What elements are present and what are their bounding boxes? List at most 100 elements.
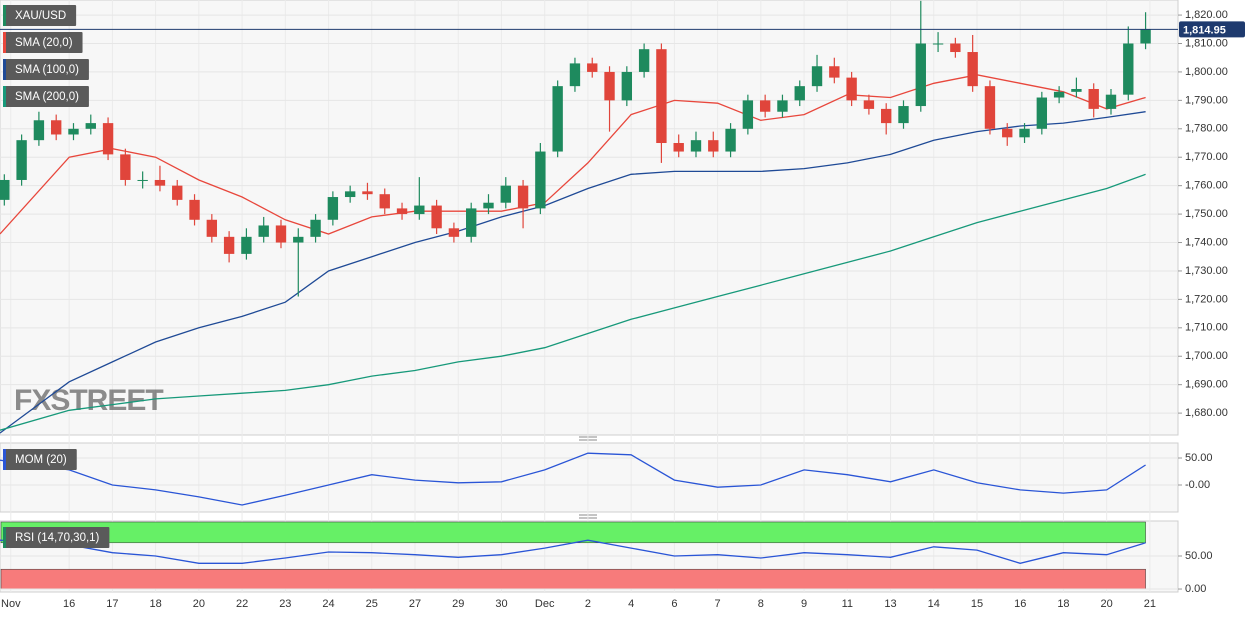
candle-body [310,219,321,237]
candle-body [344,191,356,198]
candle-body [1036,97,1048,129]
indicator-line [0,539,1146,564]
candle-body [396,208,408,215]
x-tick-label: Nov [1,598,21,610]
y-tick-label: 1,790.00 [1185,94,1228,106]
legend-swatch [3,86,6,107]
y-tick-label: -0.00 [1185,479,1210,491]
x-tick-label: 24 [322,598,334,610]
sma-line [0,173,1146,431]
legend-item[interactable]: RSI (14,70,30,1) [3,527,110,548]
candle-body [898,106,909,124]
legend-label: MOM (20) [15,454,67,466]
candle-body [172,185,183,200]
candle-body [742,100,754,129]
x-tick-label: 7 [715,598,721,610]
candle-body [569,63,581,87]
legend-swatch [3,59,6,80]
legend-label: SMA (100,0) [15,64,79,76]
y-tick-label: 1,720.00 [1185,293,1228,305]
candle-body [967,52,978,87]
candle-body [881,108,892,124]
candle-body [517,185,529,209]
legend-label: RSI (14,70,30,1) [15,532,100,544]
x-tick-label: 20 [1101,598,1113,610]
x-tick-label: 15 [971,598,983,610]
candle-body [1123,43,1134,95]
candle-body [863,100,875,109]
last-price-box [1179,21,1245,38]
x-tick-label: 23 [279,598,291,610]
sma-line [0,74,1146,235]
candle-body [984,86,996,129]
indicator-line [0,452,1146,506]
candle-body [794,86,805,101]
candle-body [777,100,788,112]
y-tick-label: 1,810.00 [1185,37,1228,49]
candle-body [500,185,511,203]
candle-body [1053,91,1065,98]
legend-item[interactable]: SMA (100,0) [3,59,89,80]
candle-body [1019,128,1030,138]
legend-label: SMA (200,0) [15,91,79,103]
candle-body [223,236,235,254]
candle-body [33,120,45,141]
y-tick-label: 1,750.00 [1185,208,1228,220]
x-tick-label: 18 [150,598,162,610]
y-tick-label: 1,800.00 [1185,66,1228,78]
candle-body [483,202,494,209]
candle-body [725,128,736,152]
candle-body [51,120,62,135]
candle-body [811,66,823,87]
candle-body [1071,88,1082,92]
x-tick-label: 11 [842,598,853,610]
candle-body [206,219,218,237]
y-tick-label: 1,710.00 [1185,322,1228,334]
legend-item[interactable]: MOM (20) [3,449,77,470]
legend-box [3,527,110,548]
legend-label: SMA (20,0) [15,37,73,49]
candle-body [1088,88,1099,109]
candle-body [362,191,373,195]
legend-box [3,86,89,107]
candle-body [673,143,684,152]
x-tick-label: 16 [1014,598,1026,610]
y-tick-label: 1,770.00 [1185,151,1228,163]
legend-item[interactable]: XAU/USD [3,5,77,26]
candle-body [0,179,10,200]
y-tick-label: 1,740.00 [1185,236,1228,248]
x-tick-label: 6 [671,598,677,610]
legend-item[interactable]: SMA (200,0) [3,86,89,107]
legend-swatch [3,527,6,548]
candle-body [846,77,857,101]
candle-body [829,66,840,78]
legend-item[interactable]: SMA (20,0) [3,32,83,53]
candle-body [275,225,287,243]
candle-body [16,140,27,180]
x-tick-label: 13 [884,598,896,610]
x-tick-label: 30 [495,598,507,610]
x-tick-label: 21 [1144,598,1156,610]
x-tick-label: 22 [236,598,248,610]
sma-line [0,111,1146,434]
x-tick-label: 29 [452,598,464,610]
candle-body [379,194,390,209]
candle-body [431,205,442,229]
candle-body [258,225,269,237]
x-tick-label: 20 [193,598,205,610]
candle-body [102,123,114,155]
candle-body [293,236,304,243]
legend-box [3,59,89,80]
x-tick-label: 17 [106,598,118,610]
candle-body [189,199,200,220]
candle-body [137,179,148,181]
candle-body [1002,128,1013,138]
y-tick-label: 50.00 [1185,550,1213,562]
x-tick-label: 16 [63,598,75,610]
candle-body [120,154,131,180]
candle-body [638,49,650,72]
legend-box [3,5,77,26]
x-tick-label: Dec [535,598,555,610]
